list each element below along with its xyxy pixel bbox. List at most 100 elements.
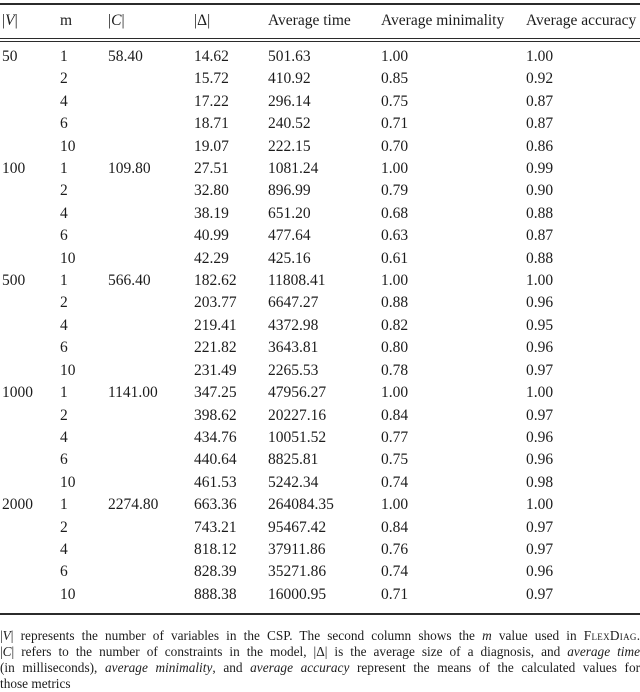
cell-time: 240.52 (268, 115, 311, 133)
cell-time: 37911.86 (268, 540, 326, 558)
cell-time: 95467.42 (268, 518, 327, 536)
cell-c (108, 68, 194, 90)
col-header-time: Average time (268, 4, 381, 42)
cell-delta: 40.99 (194, 227, 229, 245)
cell-v (0, 68, 60, 90)
table-row: 4 219.41 4372.98 0.82 0.95 (0, 315, 640, 337)
cell-v: 2000 (2, 496, 33, 514)
cell-time: 222.15 (268, 137, 311, 155)
cell-v: 500 (2, 272, 26, 290)
results-table: |V| m |C| |Δ| Average time Average minim… (0, 3, 640, 616)
cell-delta: 32.80 (194, 182, 229, 200)
table-row: 6 440.64 8825.81 0.75 0.96 (0, 449, 640, 471)
table-row: 1000 1 1141.00 347.25 47956.27 1.00 1.00 (0, 382, 640, 404)
cell-m: 10 (60, 473, 76, 491)
cell-m: 6 (60, 339, 68, 357)
cell-c (108, 561, 194, 583)
cell-m: 4 (60, 204, 68, 222)
cell-minimality: 0.77 (381, 428, 409, 446)
col-header-v: |V| (0, 4, 60, 42)
cell-delta: 38.19 (194, 204, 229, 222)
text-segment: C (111, 12, 122, 29)
text-segment: refers to the number of constraints in t… (14, 644, 568, 660)
cell-delta: 818.12 (194, 540, 237, 558)
col-header-minimality: Average minimality (381, 4, 526, 42)
table-row: 10 42.29 425.16 0.61 0.88 (0, 248, 640, 270)
cell-m: 10 (60, 249, 76, 267)
cell-time: 11808.41 (268, 272, 326, 290)
cell-delta: 461.53 (194, 473, 237, 491)
cell-c (108, 180, 194, 202)
cell-delta: 398.62 (194, 406, 237, 424)
cell-accuracy: 1.00 (526, 384, 554, 402)
col-header-m: m (60, 4, 108, 42)
cell-c: 58.40 (108, 48, 143, 65)
cell-accuracy: 0.88 (526, 204, 554, 222)
cell-accuracy: 0.97 (526, 518, 554, 536)
text-segment: Average minimality (381, 12, 505, 29)
cell-v (0, 315, 60, 337)
cell-c (108, 405, 194, 427)
cell-accuracy: 0.86 (526, 137, 554, 155)
cell-time: 425.16 (268, 249, 311, 267)
footnote-line: |C| refers to the number of constraints … (0, 644, 640, 660)
cell-minimality: 0.74 (381, 563, 409, 581)
table-row: 2 203.77 6647.27 0.88 0.96 (0, 292, 640, 314)
text-segment: | (0, 628, 3, 644)
cell-minimality: 1.00 (381, 160, 409, 178)
cell-v (0, 113, 60, 135)
cell-v (0, 472, 60, 494)
text-segment: FlexDiag (583, 628, 637, 644)
cell-v (0, 180, 60, 202)
cell-c: 109.80 (108, 160, 151, 178)
cell-time: 477.64 (268, 227, 311, 245)
cell-c (108, 517, 194, 539)
header-row: |V| m |C| |Δ| Average time Average minim… (0, 4, 640, 42)
cell-c (108, 337, 194, 359)
cell-time: 501.63 (268, 48, 311, 65)
cell-accuracy: 0.98 (526, 473, 554, 491)
cell-time: 3643.81 (268, 339, 319, 357)
cell-delta: 347.25 (194, 384, 237, 402)
cell-time: 2265.53 (268, 361, 319, 379)
cell-accuracy: 0.96 (526, 294, 554, 312)
text-segment: | (14, 12, 18, 29)
cell-accuracy: 0.96 (526, 563, 554, 581)
cell-m: 2 (60, 182, 68, 200)
cell-m: 1 (60, 272, 68, 290)
cell-v (0, 337, 60, 359)
table-row: 2 398.62 20227.16 0.84 0.97 (0, 405, 640, 427)
cell-m: 6 (60, 563, 68, 581)
cell-accuracy: 0.96 (526, 428, 554, 446)
cell-time: 5242.34 (268, 473, 319, 491)
cell-time: 47956.27 (268, 384, 327, 402)
cell-v (0, 225, 60, 247)
cell-accuracy: 0.96 (526, 451, 554, 469)
cell-m: 4 (60, 92, 68, 110)
cell-delta: 42.29 (194, 249, 229, 267)
cell-minimality: 0.75 (381, 92, 409, 110)
cell-time: 4372.98 (268, 316, 319, 334)
cell-v (0, 248, 60, 270)
cell-delta: 18.71 (194, 115, 229, 133)
cell-minimality: 0.71 (381, 115, 409, 133)
table-row: 4 38.19 651.20 0.68 0.88 (0, 203, 640, 225)
cell-m: 2 (60, 70, 68, 88)
cell-time: 296.14 (268, 92, 311, 110)
table-row: 6 221.82 3643.81 0.80 0.96 (0, 337, 640, 359)
cell-delta: 182.62 (194, 272, 237, 290)
cell-v (0, 136, 60, 158)
table-row: 10 231.49 2265.53 0.78 0.97 (0, 360, 640, 382)
cell-time: 8825.81 (268, 451, 319, 469)
cell-accuracy: 0.90 (526, 182, 554, 200)
cell-m: 4 (60, 540, 68, 558)
cell-time: 35271.86 (268, 563, 327, 581)
cell-m: 4 (60, 428, 68, 446)
text-segment: Average time (268, 12, 351, 29)
cell-time: 1081.24 (268, 160, 319, 178)
cell-c: 566.40 (108, 272, 151, 290)
table-row: 2 32.80 896.99 0.79 0.90 (0, 180, 640, 202)
text-segment: , and (212, 660, 251, 676)
col-header-c: |C| (108, 4, 194, 42)
